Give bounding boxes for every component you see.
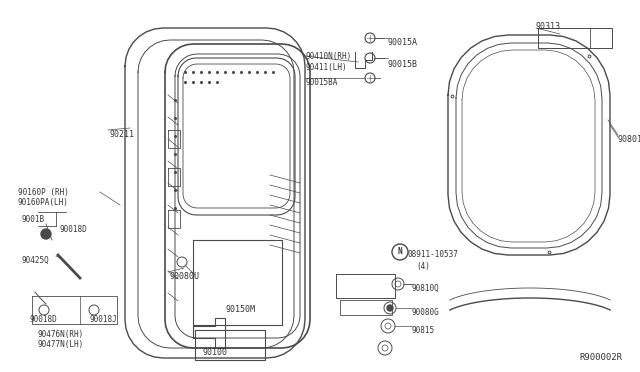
Text: 90425Q: 90425Q: [22, 256, 50, 265]
Text: 90080G: 90080G: [412, 308, 440, 317]
Text: 9001B: 9001B: [22, 215, 45, 224]
Text: 90018D: 90018D: [60, 225, 88, 234]
Text: 90411(LH): 90411(LH): [305, 63, 347, 72]
Text: N: N: [397, 247, 403, 257]
Text: 90018J: 90018J: [90, 315, 118, 324]
Text: 90476N(RH): 90476N(RH): [38, 330, 84, 339]
Text: 90810Q: 90810Q: [412, 284, 440, 293]
Text: 90160P (RH): 90160P (RH): [18, 188, 69, 197]
Text: 90080U: 90080U: [170, 272, 200, 281]
Text: 90477N(LH): 90477N(LH): [38, 340, 84, 349]
Circle shape: [41, 229, 51, 239]
Text: R900002R: R900002R: [579, 353, 622, 362]
Circle shape: [387, 305, 393, 311]
Text: 90150M: 90150M: [225, 305, 255, 314]
Text: 90100: 90100: [202, 348, 227, 357]
Text: 90815: 90815: [412, 326, 435, 335]
Text: 90211: 90211: [110, 130, 135, 139]
Text: 90410N(RH): 90410N(RH): [305, 52, 351, 61]
Text: 90015B: 90015B: [388, 60, 418, 69]
Text: 90015A: 90015A: [388, 38, 418, 47]
Text: (4): (4): [416, 262, 430, 271]
Text: 90801: 90801: [618, 135, 640, 144]
Text: 08911-10537: 08911-10537: [408, 250, 459, 259]
Text: 90160PA(LH): 90160PA(LH): [18, 198, 69, 207]
Text: 90313: 90313: [536, 22, 561, 31]
Text: 90015BA: 90015BA: [305, 78, 337, 87]
Text: 90018D: 90018D: [30, 315, 58, 324]
